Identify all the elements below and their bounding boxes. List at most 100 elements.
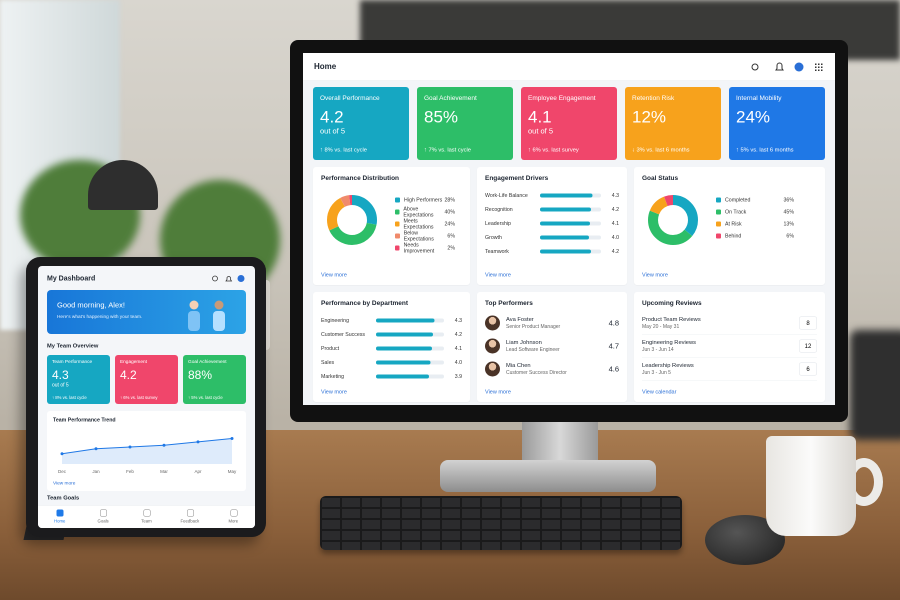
review-dates: Jun 3 - Jun 14 — [642, 346, 674, 353]
banner-subtitle: Here's what's happening with your team. — [57, 314, 143, 320]
tablet-icons — [212, 275, 245, 282]
legend-value: 28% — [444, 197, 455, 203]
tablet-title: My Dashboard — [47, 274, 96, 282]
performer-score: 4.8 — [608, 318, 619, 328]
donut — [327, 195, 377, 245]
person-body — [213, 311, 225, 331]
review-count: 12 — [799, 339, 817, 353]
panel: Upcoming Reviews Product Team Reviews May … — [634, 292, 825, 402]
bar-value: 3.9 — [454, 373, 462, 380]
kpi-sub: out of 5 — [52, 382, 69, 389]
panel: Top Performers Ava Foster Senior Product M… — [477, 292, 627, 402]
review-name: Product Team Reviews — [642, 316, 701, 323]
link[interactable]: View more — [321, 389, 347, 395]
apps-icon — [818, 66, 820, 68]
kpi-card: Team Performance 4.3 out of 5 ↑ 8% vs. last… — [47, 355, 110, 404]
bar — [540, 235, 589, 240]
link[interactable]: View more — [642, 272, 668, 278]
kpi-card: Engagement 4.2 ↑ 6% vs. last survey — [115, 355, 178, 404]
kpi-value: 4.2 — [120, 368, 137, 383]
legend-item: Completed 36% — [716, 194, 794, 206]
nav-item[interactable]: More — [212, 506, 255, 529]
review-dates: Jun 3 - Jun 5 — [642, 369, 671, 376]
performer-name: Ava Foster — [506, 316, 534, 323]
nav-item[interactable]: Goals — [81, 506, 124, 529]
kpi-value: 12% — [632, 107, 667, 127]
legend-swatch — [716, 209, 721, 215]
kpi-title: Overall Performance — [320, 94, 380, 102]
trend-point — [162, 443, 166, 447]
trend-line — [61, 438, 233, 455]
legend-label: Completed — [725, 197, 751, 203]
kpi-title: Employee Engagement — [528, 94, 596, 102]
performer-role: Customer Success Director — [506, 370, 567, 376]
legend-swatch — [395, 233, 400, 239]
page-title: Home — [314, 62, 337, 72]
legend-label: High Performers — [404, 197, 443, 203]
legend-item: Below Expectations 6% — [395, 230, 455, 242]
legend-value: 13% — [783, 221, 794, 227]
bar — [376, 360, 431, 365]
bar-label: Engineering — [321, 317, 350, 324]
apps-icon — [821, 66, 823, 68]
kpi-card: Retention Risk 12% ↓ 3% vs. last 6 months — [625, 87, 721, 160]
trend-point — [230, 437, 234, 440]
nav-item[interactable]: Team — [125, 506, 168, 529]
performer-list: Ava Foster Senior Product Manager 4.8 Liam … — [485, 312, 619, 381]
bar-track — [376, 374, 444, 379]
kpi-delta: ↑ 6% vs. last survey — [528, 147, 579, 153]
monitor-screen: Home Overall Performance 4.2 out of 5 ↑ 8% v… — [303, 53, 835, 405]
legend-swatch — [395, 245, 400, 251]
bar-row: Work-Life Balance 4.3 — [485, 189, 619, 203]
person-body — [188, 311, 200, 331]
bar-label: Product — [321, 345, 340, 352]
performer-text: Ava Foster Senior Product Manager — [506, 317, 560, 330]
legend-item: Needs Improvement 2% — [395, 242, 455, 254]
bar-value: 4.3 — [454, 317, 462, 324]
trend-point — [128, 445, 132, 449]
kpi-delta: ↑ 5% vs. last cycle — [188, 395, 223, 400]
header: Home — [303, 53, 835, 81]
trend-area — [62, 438, 232, 464]
greeting: Good morning, Alex! — [57, 301, 125, 310]
link[interactable]: View more — [53, 480, 76, 487]
legend-label: Above Expectations — [403, 206, 434, 218]
legend-label: On Track — [725, 209, 747, 215]
bar-track — [376, 360, 444, 365]
link[interactable]: View more — [485, 389, 511, 395]
apps-icon — [821, 69, 823, 71]
nav-item[interactable]: Home — [38, 506, 81, 529]
performer-score: 4.6 — [608, 364, 619, 374]
donut — [648, 195, 698, 245]
donut-segment — [327, 195, 377, 245]
kpi-card: Overall Performance 4.2 out of 5 ↑ 8% vs. l… — [313, 87, 409, 160]
legend-value: 36% — [783, 197, 794, 203]
lamp — [88, 160, 158, 210]
link[interactable]: View calendar — [642, 389, 677, 395]
kpi-delta: ↑ 5% vs. last 6 months — [736, 147, 794, 153]
trend-panel: Team Performance Trend Dec Jan Feb Mar Apr May… — [47, 411, 246, 491]
legend-swatch — [395, 197, 400, 203]
search-icon — [751, 63, 759, 71]
tablet-screen: My Dashboard Good morning, Alex! Here's wh… — [38, 266, 255, 528]
bar-list: Engineering 4.3 Customer Success 4.2 Product… — [321, 314, 462, 384]
kpi-card: Employee Engagement 4.1 out of 5 ↑ 6% vs. l… — [521, 87, 617, 160]
link[interactable]: View more — [321, 272, 347, 278]
bar-track — [376, 332, 444, 337]
bell-icon — [225, 276, 233, 282]
tablet-app: My Dashboard Good morning, Alex! Here's wh… — [38, 266, 255, 528]
link[interactable]: View more — [485, 272, 511, 278]
kpi-delta: ↑ 8% vs. last cycle — [320, 147, 367, 153]
legend-swatch — [716, 233, 721, 239]
x-tick-label: Mar — [160, 469, 168, 474]
monitor-base — [440, 460, 656, 492]
bottom-nav: Home Goals Team Feedback More — [38, 505, 255, 528]
legend-item: Above Expectations 40% — [395, 206, 455, 218]
bar-row: Leadership 4.1 — [485, 217, 619, 231]
bar-value: 4.2 — [611, 206, 619, 213]
section-title: Team Goals — [47, 495, 80, 501]
bar-row: Growth 4.0 — [485, 231, 619, 245]
trend-point — [94, 447, 98, 451]
nav-item[interactable]: Feedback — [168, 506, 211, 529]
avatar — [485, 361, 500, 377]
